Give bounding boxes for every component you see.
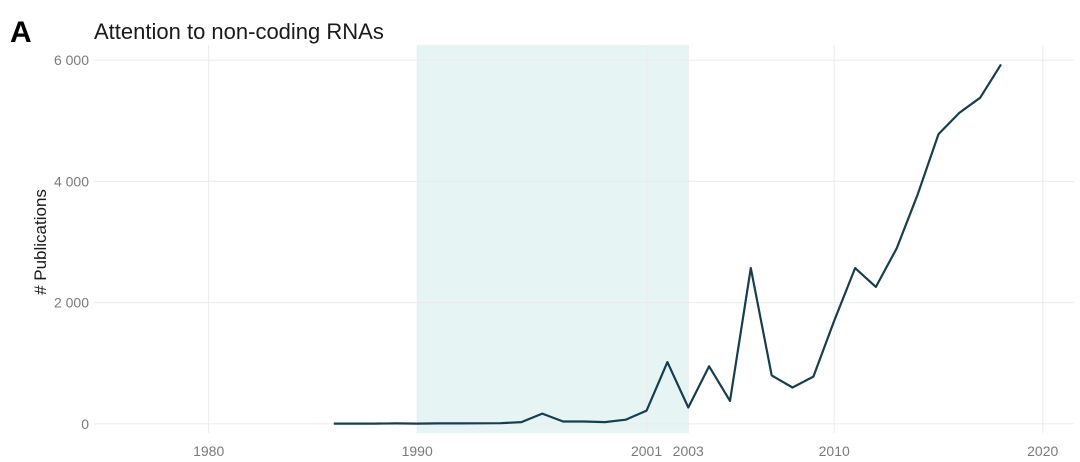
- y-tick-label: 4 000: [54, 173, 89, 189]
- highlight-band: [417, 45, 689, 433]
- x-tick-label: 2010: [819, 443, 850, 459]
- series-line: [333, 63, 1002, 425]
- x-tick-label: 2020: [1027, 443, 1058, 459]
- y-tick-label: 6 000: [54, 52, 89, 68]
- x-tick-label: 1990: [402, 443, 433, 459]
- y-axis-label: # Publications: [31, 189, 50, 295]
- chart-title: Attention to non-coding RNAs: [94, 19, 384, 44]
- x-tick-labels: 1980 1990 2001 2003 2010 2020: [193, 443, 1058, 459]
- x-tick-label: 2003: [673, 443, 704, 459]
- y-tick-label: 2 000: [54, 295, 89, 311]
- y-tick-label: 0: [81, 416, 89, 432]
- highlight-band-layer: [417, 45, 689, 433]
- gridlines: [94, 45, 1074, 433]
- y-tick-labels: 0 2 000 4 000 6 000: [54, 52, 89, 432]
- x-tick-label: 2001: [631, 443, 662, 459]
- series-layer: [333, 63, 1002, 425]
- panel-letter: A: [10, 16, 32, 49]
- x-tick-label: 1980: [193, 443, 224, 459]
